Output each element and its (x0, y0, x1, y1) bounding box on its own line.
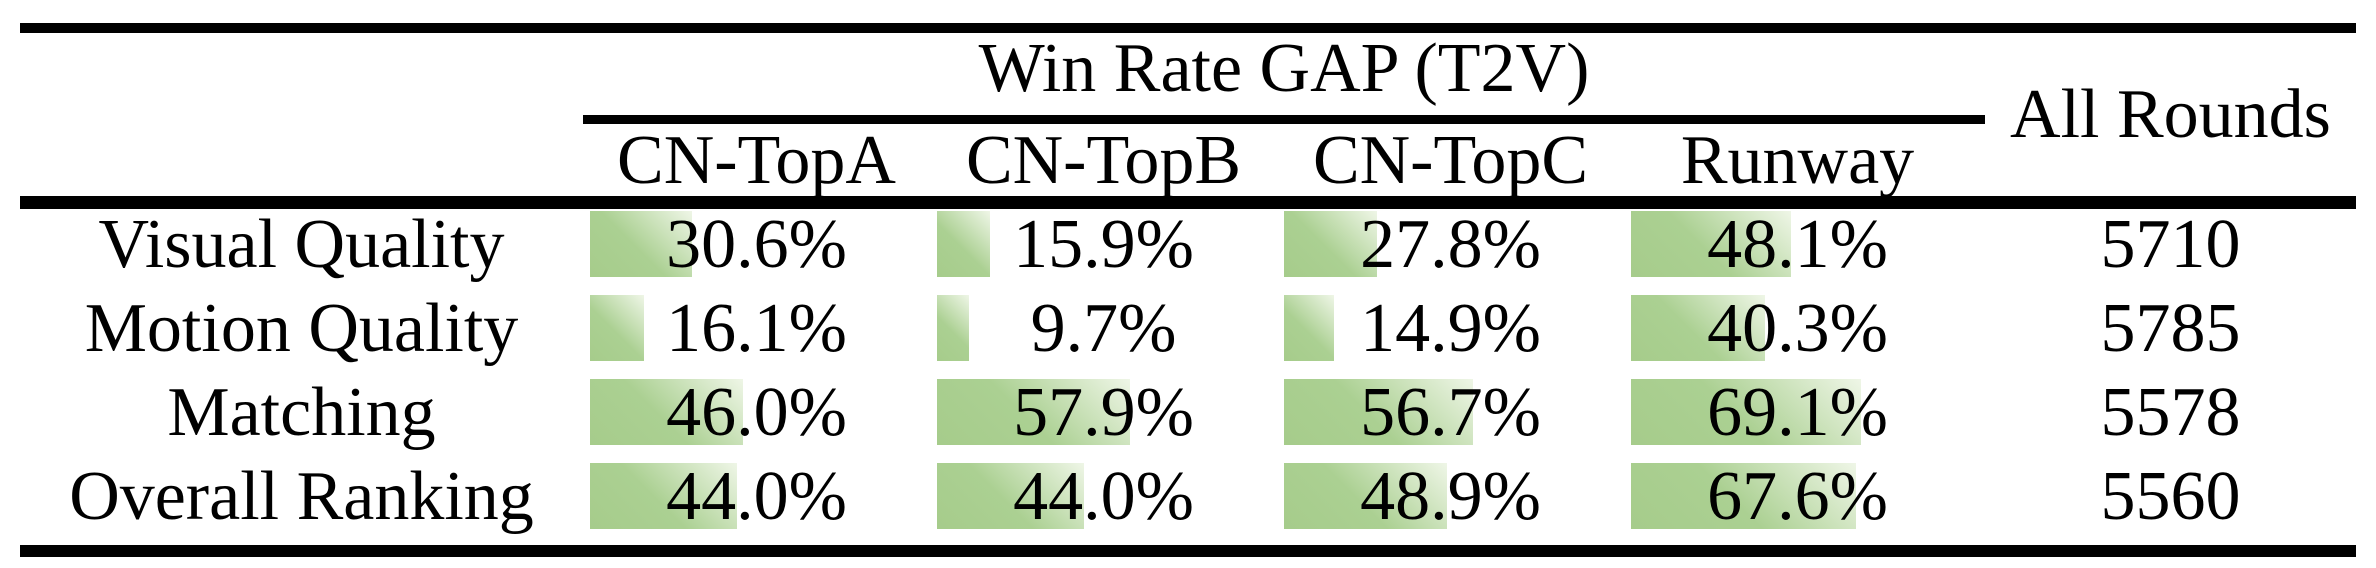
all-rounds-value: 5560 (2100, 458, 2241, 535)
table-row: Matching 46.0% 57.9% 56.7% 69.1% 5578 (0, 371, 2376, 455)
value-cell: 69.1% (1624, 371, 1971, 455)
table-row: Visual Quality 30.6% 15.9% 27.8% 48.1% 5710 (0, 203, 2376, 287)
win-rate-value: 14.9% (1360, 290, 1541, 367)
value-cell: 15.9% (930, 203, 1277, 287)
win-rate-bar (937, 295, 970, 361)
value-cell: 40.3% (1624, 287, 1971, 371)
all-rounds-header: All Rounds (2010, 76, 2331, 153)
value-cell: 56.7% (1277, 371, 1624, 455)
win-rate-bar (590, 211, 692, 277)
row-label: Matching (167, 374, 436, 451)
win-rate-value: 69.1% (1707, 374, 1888, 451)
win-rate-bar (1284, 211, 1377, 277)
group-header-underline (583, 115, 1985, 124)
value-cell: 44.0% (583, 455, 930, 539)
win-rate-value: 44.0% (1013, 458, 1194, 535)
win-rate-value: 56.7% (1360, 374, 1541, 451)
all-rounds-value: 5578 (2100, 374, 2241, 451)
win-rate-bar (1631, 379, 1862, 445)
win-rate-bar (1631, 211, 1792, 277)
column-header-runway: Runway (1680, 122, 1915, 199)
all-rounds-value: 5785 (2100, 290, 2241, 367)
row-label: Overall Ranking (69, 458, 534, 535)
row-label: Visual Quality (98, 206, 505, 283)
value-cell: 44.0% (930, 455, 1277, 539)
win-rate-value: 27.8% (1360, 206, 1541, 283)
rule-bottom (20, 545, 2356, 557)
win-rate-bar (937, 463, 1084, 529)
win-rate-value: 9.7% (1030, 290, 1177, 367)
win-rate-value: 46.0% (666, 374, 847, 451)
win-rate-bar (1631, 463, 1857, 529)
table-row: Motion Quality 16.1% 9.7% 14.9% 40.3% 5785 (0, 287, 2376, 371)
win-rate-value: 44.0% (666, 458, 847, 535)
value-cell: 67.6% (1624, 455, 1971, 539)
win-rate-value: 57.9% (1013, 374, 1194, 451)
value-cell: 48.1% (1624, 203, 1971, 287)
win-rate-value: 15.9% (1013, 206, 1194, 283)
value-cell: 30.6% (583, 203, 930, 287)
column-header-cn-topb: CN-TopB (965, 122, 1242, 199)
win-rate-value: 48.9% (1360, 458, 1541, 535)
value-cell: 48.9% (1277, 455, 1624, 539)
win-rate-bar (937, 211, 990, 277)
win-rate-bar (1284, 379, 1473, 445)
win-rate-bar (590, 379, 744, 445)
win-rate-bar (1284, 295, 1334, 361)
column-header-cn-topa: CN-TopA (617, 122, 896, 199)
win-rate-bar (937, 379, 1130, 445)
win-rate-value: 30.6% (666, 206, 847, 283)
win-rate-value: 40.3% (1707, 290, 1888, 367)
rule-top (20, 23, 2356, 33)
value-cell: 57.9% (930, 371, 1277, 455)
win-rate-bar (1631, 295, 1766, 361)
rule-header-separator (20, 196, 2356, 209)
win-rate-value: 67.6% (1707, 458, 1888, 535)
column-header-cn-topc: CN-TopC (1312, 122, 1589, 199)
win-rate-value: 16.1% (666, 290, 847, 367)
table-row: Overall Ranking 44.0% 44.0% 48.9% 67.6% 5560 (0, 455, 2376, 539)
value-cell: 14.9% (1277, 287, 1624, 371)
value-cell: 16.1% (583, 287, 930, 371)
win-rate-value: 48.1% (1707, 206, 1888, 283)
value-cell: 27.8% (1277, 203, 1624, 287)
all-rounds-value: 5710 (2100, 206, 2241, 283)
value-cell: 46.0% (583, 371, 930, 455)
value-cell: 9.7% (930, 287, 1277, 371)
row-label: Motion Quality (84, 290, 519, 367)
win-rate-bar (1284, 463, 1447, 529)
win-rate-bar (590, 463, 737, 529)
win-rate-bar (590, 295, 644, 361)
group-header: Win Rate GAP (T2V) (978, 30, 1590, 107)
